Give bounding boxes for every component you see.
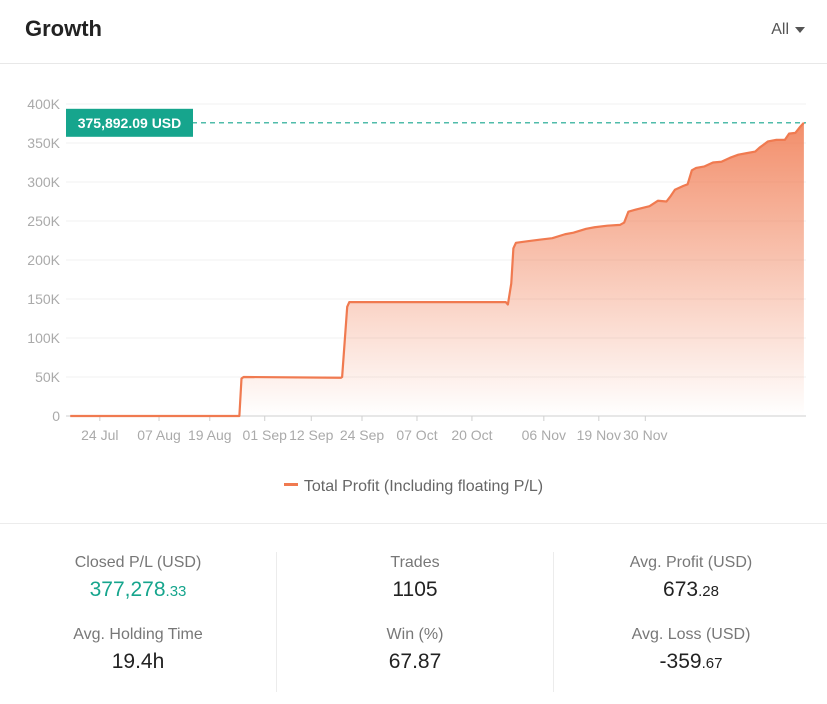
x-tick-label: 06 Nov [522, 427, 566, 443]
stat-value: 19.4h [111, 650, 165, 673]
chart-legend[interactable]: Total Profit (Including floating P/L) [0, 478, 827, 496]
stat-value: -359.67 [659, 650, 723, 673]
x-tick-label: 30 Nov [623, 427, 667, 443]
y-tick-label: 300K [27, 174, 60, 190]
x-tick-label: 19 Nov [577, 427, 621, 443]
stat-avg-profit: Avg. Profit (USD) 673.28 [554, 554, 827, 624]
stat-label: Trades [390, 554, 440, 571]
x-tick-label: 24 Sep [340, 427, 385, 443]
y-tick-label: 100K [27, 330, 60, 346]
range-dropdown[interactable]: All [771, 21, 805, 39]
series-area [70, 122, 804, 416]
x-tick-label: 20 Oct [451, 427, 492, 443]
range-dropdown-label: All [771, 21, 789, 38]
header: Growth All [0, 0, 827, 64]
stat-value: 1105 [392, 578, 438, 601]
x-tick-label: 19 Aug [188, 427, 232, 443]
stat-label: Win (%) [386, 626, 444, 643]
x-tick-label: 07 Aug [137, 427, 181, 443]
stats-column-1: Closed P/L (USD) 377,278.33 Avg. Holding… [0, 552, 276, 692]
stat-trades: Trades 1105 [277, 554, 553, 624]
stat-value: 67.87 [388, 650, 442, 673]
y-tick-label: 150K [27, 291, 60, 307]
y-tick-label: 200K [27, 252, 60, 268]
page-title: Growth [25, 16, 102, 41]
stat-closed-pl: Closed P/L (USD) 377,278.33 [0, 554, 276, 624]
stat-avg-loss: Avg. Loss (USD) -359.67 [554, 626, 827, 696]
marker-badge [66, 108, 193, 137]
divider [0, 523, 827, 524]
stat-win: Win (%) 67.87 [277, 626, 553, 696]
stats-column-3: Avg. Profit (USD) 673.28 Avg. Loss (USD)… [553, 552, 827, 692]
caret-down-icon [795, 27, 805, 33]
stats-panel: Closed P/L (USD) 377,278.33 Avg. Holding… [0, 540, 827, 692]
y-tick-label: 0 [52, 408, 60, 424]
stat-label: Avg. Holding Time [73, 626, 203, 643]
series-line [70, 122, 805, 418]
x-tick-label: 07 Oct [396, 427, 437, 443]
stat-label: Avg. Profit (USD) [629, 554, 753, 571]
stats-column-2: Trades 1105 Win (%) 67.87 [276, 552, 553, 692]
y-tick-label: 350K [27, 135, 60, 151]
marker-label: 375,892.09 USD [78, 115, 182, 131]
stat-value: 377,278.33 [89, 578, 187, 601]
stat-label: Closed P/L (USD) [74, 554, 202, 571]
x-tick-label: 24 Jul [81, 427, 118, 443]
y-tick-label: 250K [27, 213, 60, 229]
stat-value: 673.28 [663, 578, 719, 601]
stat-label: Avg. Loss (USD) [631, 626, 751, 643]
x-tick-label: 12 Sep [289, 427, 334, 443]
x-tick-label: 01 Sep [243, 427, 288, 443]
stat-avg-holding-time: Avg. Holding Time 19.4h [0, 626, 276, 696]
y-tick-label: 50K [35, 369, 61, 385]
legend-label: Total Profit (Including floating P/L) [303, 478, 544, 495]
y-tick-label: 400K [27, 96, 60, 112]
growth-chart: 0 50K 100K 150K 200K 250K 300K 350K 400K 24 Jul 07… [27, 96, 806, 443]
legend-swatch [283, 483, 298, 487]
